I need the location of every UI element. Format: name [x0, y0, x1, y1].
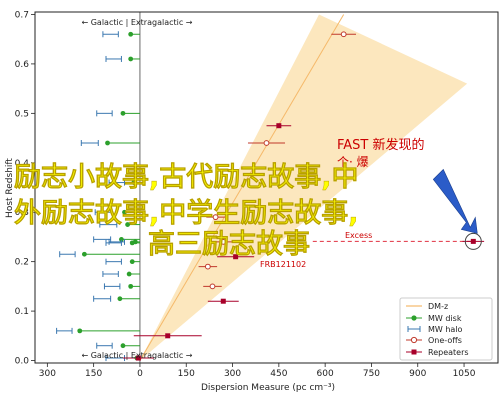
- legend: DM-z MW disk MW halo One-offs Repeaters: [399, 297, 493, 361]
- mw-disk-point: [77, 328, 83, 334]
- frb121102-label: FRB121102: [260, 260, 306, 269]
- mw-disk-point: [126, 271, 132, 277]
- plot-frame: [34, 11, 499, 364]
- legend-oneoff-marker: [410, 336, 418, 344]
- y-tick-label: 0.5: [15, 109, 29, 119]
- fast-arrow-shape: [432, 168, 478, 234]
- one-off-point: [220, 238, 227, 245]
- overlay-line-3: 高三励志故事: [148, 228, 310, 260]
- x-tick-label: 900: [409, 369, 426, 379]
- x-tick-label: 300: [224, 369, 241, 379]
- dm-z-band: [139, 14, 468, 361]
- x-tick-label: 600: [317, 369, 334, 379]
- legend-halo-label: MW halo: [428, 325, 463, 334]
- legend-rep-label: Repeaters: [428, 348, 469, 357]
- mw-disk-point: [125, 222, 130, 227]
- x-tick-label: 450: [270, 369, 287, 379]
- mw-disk-point: [128, 56, 134, 62]
- legend-item-disk: MW disk: [406, 314, 462, 323]
- legend-item-halo: MW halo: [407, 325, 463, 334]
- overlay-line-2: 外励志故事,中学生励志故事,: [14, 197, 359, 229]
- legend-item-dmz: DM-z: [406, 302, 448, 311]
- repeater-point: [276, 123, 282, 129]
- x-tick-label: 150: [85, 369, 102, 379]
- mw-disk-point: [129, 240, 135, 246]
- y-tick-label: 0.0: [15, 357, 30, 367]
- mw-disk-point: [119, 237, 124, 242]
- legend-box: [399, 297, 493, 361]
- repeater-point: [470, 238, 476, 244]
- x-tick-label: 1050: [453, 369, 476, 379]
- mw-disk-point: [120, 110, 126, 116]
- mw-disk-point: [122, 209, 127, 215]
- y-tick-label: 0.6: [15, 60, 30, 70]
- legend-oneoff-label: One-offs: [428, 336, 462, 345]
- bottom-galactic-note: ← Galactic | Extragalactic →: [81, 351, 192, 360]
- excess-label: Excess: [345, 231, 372, 240]
- legend-disk-marker: [411, 315, 417, 321]
- one-off-point: [209, 283, 216, 290]
- one-off-point: [263, 140, 270, 146]
- fast-arrow: [432, 168, 478, 234]
- y-tick-label: 0.3: [15, 208, 29, 218]
- overlay-line-1: 励志小故事,古代励志故事,中: [14, 162, 359, 193]
- y-axis-ticks: 0.0 0.1 0.2 0.3 0.4 0.5 0.6 0.7: [15, 10, 35, 367]
- fast-highlight-circle: [464, 232, 482, 250]
- x-tick-label: 150: [178, 369, 195, 379]
- one-off-point: [204, 263, 211, 270]
- y-axis-label: Host Redshift: [5, 158, 15, 218]
- frb-points: [122, 31, 485, 361]
- mw-disk-point: [128, 283, 134, 289]
- mw-disk-point: [129, 259, 135, 265]
- mw-disk-point: [128, 31, 134, 37]
- mw-disk-point: [131, 180, 137, 185]
- legend-rep-marker: [411, 349, 417, 355]
- mw-disk-point: [105, 140, 110, 146]
- y-tick-label: 0.4: [15, 159, 30, 169]
- x-tick-label: 300: [39, 369, 56, 379]
- x-tick-label: 0: [137, 369, 143, 379]
- y-tick-label: 0.7: [15, 10, 29, 20]
- legend-disk-label: MW disk: [428, 314, 462, 323]
- one-off-point: [340, 31, 347, 38]
- mw-disk-point: [117, 296, 123, 302]
- y-tick-label: 0.2: [15, 258, 29, 268]
- dm-z-line: [139, 14, 345, 361]
- repeater-point: [220, 298, 226, 304]
- legend-item-rep: Repeaters: [406, 348, 469, 357]
- y-tick-label: 0.1: [15, 307, 29, 317]
- mw-disk-point: [81, 251, 87, 257]
- top-galactic-note: ← Galactic | Extragalactic →: [81, 18, 192, 27]
- repeater-point: [233, 254, 239, 260]
- x-tick-label: 750: [363, 369, 380, 379]
- mw-disk-point: [120, 343, 126, 349]
- one-off-point: [212, 214, 219, 221]
- fast-label-line2: 个· 爆: [337, 155, 369, 169]
- legend-item-oneoff: One-offs: [406, 336, 462, 345]
- milky-way-points: [56, 31, 140, 362]
- repeater-point: [135, 355, 141, 361]
- x-axis-ticks: 300 150 0 150 300 450 600 750 900 1050: [39, 363, 476, 379]
- overlay-text: 励志小故事,古代励志故事,中 外励志故事,中学生励志故事, 高三励志故事: [14, 162, 359, 260]
- fast-label: FAST 新发现的: [337, 137, 425, 153]
- x-axis-label: Dispersion Measure (pc cm⁻³): [201, 383, 335, 393]
- legend-dmz-label: DM-z: [428, 302, 448, 311]
- repeater-point: [165, 333, 171, 339]
- dm-z-uncertainty-band: [139, 14, 468, 361]
